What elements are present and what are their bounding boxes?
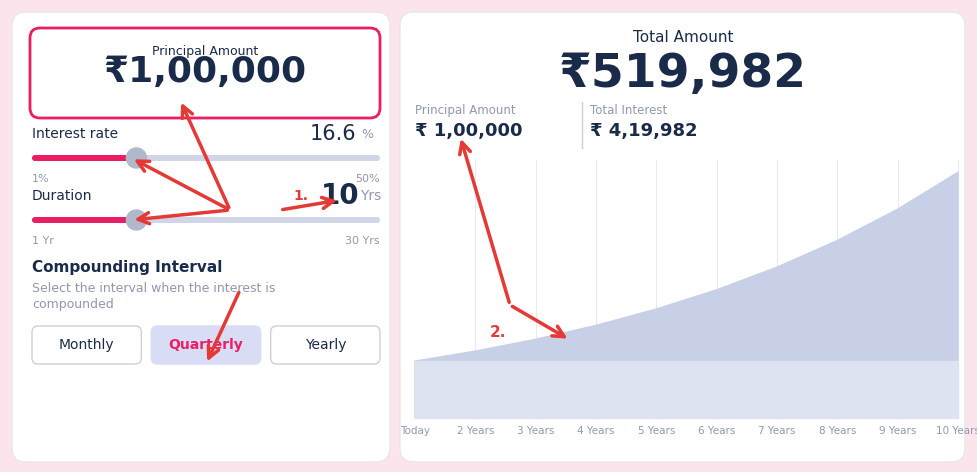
Text: Principal Amount: Principal Amount: [151, 45, 258, 58]
Text: 5 Years: 5 Years: [638, 426, 675, 436]
Text: 9 Years: 9 Years: [879, 426, 916, 436]
Text: Total Amount: Total Amount: [633, 30, 734, 45]
FancyBboxPatch shape: [32, 217, 380, 223]
Text: Quarterly: Quarterly: [169, 338, 243, 352]
FancyBboxPatch shape: [151, 326, 261, 364]
Text: 16.6: 16.6: [310, 124, 356, 144]
Circle shape: [126, 210, 147, 230]
Text: Duration: Duration: [32, 189, 93, 203]
FancyBboxPatch shape: [30, 28, 380, 118]
Text: 1 Yr: 1 Yr: [32, 236, 54, 246]
Text: Select the interval when the interest is: Select the interval when the interest is: [32, 282, 276, 295]
Text: compounded: compounded: [32, 298, 113, 311]
FancyBboxPatch shape: [12, 12, 390, 462]
Text: ₹ 4,19,982: ₹ 4,19,982: [590, 122, 698, 140]
Text: ₹1,00,000: ₹1,00,000: [104, 55, 307, 89]
Text: Yearly: Yearly: [305, 338, 346, 352]
Polygon shape: [415, 172, 958, 418]
Text: 3 Years: 3 Years: [517, 426, 554, 436]
Text: Total Interest: Total Interest: [590, 104, 667, 117]
Text: 6 Years: 6 Years: [698, 426, 736, 436]
Text: 10 Years: 10 Years: [936, 426, 977, 436]
Text: 30 Yrs: 30 Yrs: [346, 236, 380, 246]
Text: 1.: 1.: [293, 189, 308, 203]
Text: 7 Years: 7 Years: [758, 426, 795, 436]
Text: Interest rate: Interest rate: [32, 127, 118, 141]
Text: Compounding Interval: Compounding Interval: [32, 260, 223, 275]
Text: ₹ 1,00,000: ₹ 1,00,000: [415, 122, 523, 140]
Text: %: %: [361, 127, 373, 141]
FancyBboxPatch shape: [32, 326, 142, 364]
Text: 4 Years: 4 Years: [577, 426, 615, 436]
Text: Principal Amount: Principal Amount: [415, 104, 516, 117]
Text: 50%: 50%: [356, 174, 380, 184]
Text: Monthly: Monthly: [59, 338, 114, 352]
Text: 1%: 1%: [32, 174, 50, 184]
Text: Yrs: Yrs: [360, 189, 381, 203]
Text: 2 Years: 2 Years: [456, 426, 494, 436]
FancyBboxPatch shape: [32, 155, 137, 161]
FancyBboxPatch shape: [32, 217, 137, 223]
Polygon shape: [415, 361, 958, 418]
Text: Today: Today: [400, 426, 430, 436]
Text: 8 Years: 8 Years: [819, 426, 856, 436]
Text: 10: 10: [320, 182, 360, 210]
FancyBboxPatch shape: [271, 326, 380, 364]
Text: 2.: 2.: [489, 325, 506, 340]
Text: ₹519,982: ₹519,982: [559, 52, 807, 97]
Circle shape: [126, 148, 147, 168]
FancyBboxPatch shape: [400, 12, 965, 462]
FancyBboxPatch shape: [32, 155, 380, 161]
